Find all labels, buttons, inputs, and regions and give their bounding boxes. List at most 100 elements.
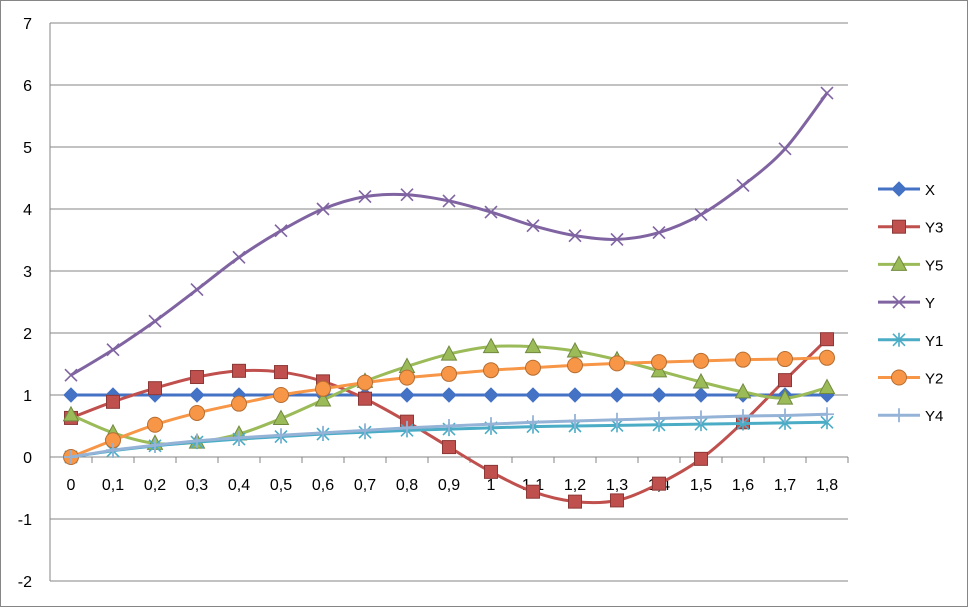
- series-group: [62, 86, 836, 509]
- data-point: [778, 142, 792, 156]
- data-point: [610, 412, 624, 427]
- series-y4: [64, 407, 834, 464]
- data-point: [778, 408, 792, 423]
- data-point: [442, 194, 456, 208]
- data-point: [777, 351, 793, 368]
- data-point: [106, 343, 120, 357]
- data-point: [483, 387, 499, 403]
- y-tick-labels: -2 -1 0 1 2 3 4 5 6 7: [18, 16, 32, 591]
- data-point: [736, 409, 750, 424]
- legend-label: Y3: [925, 220, 943, 237]
- data-point: [441, 387, 457, 403]
- data-point: [232, 250, 246, 264]
- legend-label: Y1: [925, 333, 943, 350]
- legend-marker: [892, 408, 906, 423]
- y-tick-label: -2: [18, 574, 32, 591]
- data-point: [484, 464, 498, 479]
- legend-marker: [892, 332, 906, 347]
- legend-item-y4: Y4: [878, 408, 943, 425]
- data-point: [776, 389, 794, 405]
- x-tick-label: 0,5: [270, 477, 292, 494]
- y-tick-label: 2: [23, 326, 32, 343]
- x-tick-label: 0,6: [312, 477, 334, 494]
- data-point: [734, 382, 752, 399]
- data-point: [190, 433, 204, 448]
- data-point: [609, 387, 625, 403]
- x-tick-label: 1,8: [816, 477, 838, 494]
- x-tick-label: 0,9: [438, 477, 460, 494]
- data-point: [189, 404, 205, 421]
- data-point: [610, 493, 624, 508]
- data-point: [106, 394, 120, 409]
- data-point: [482, 337, 500, 354]
- y-tick-label: 3: [23, 264, 32, 281]
- data-point: [358, 190, 372, 204]
- legend-marker: [891, 181, 907, 197]
- data-point: [62, 405, 80, 422]
- legend-item-x: X: [878, 181, 935, 199]
- legend-marker: [892, 219, 906, 234]
- data-point: [232, 430, 246, 445]
- data-point: [692, 372, 710, 389]
- data-point: [148, 381, 162, 396]
- data-point: [609, 355, 625, 372]
- data-point: [399, 369, 415, 386]
- data-point: [483, 362, 499, 379]
- data-point: [693, 387, 709, 403]
- x-tick-label: 1,6: [732, 477, 754, 494]
- x-tick-labels: 00,10,20,30,40,50,60,70,80,911,11,21,31,…: [67, 477, 839, 494]
- data-point: [316, 425, 330, 440]
- x-tick-label: 1,2: [564, 477, 586, 494]
- x-tick-label: 0,8: [396, 477, 418, 494]
- data-point: [652, 411, 666, 426]
- data-point: [567, 387, 583, 403]
- data-point: [818, 378, 836, 395]
- y-tick-label: 1: [23, 388, 32, 405]
- data-point: [778, 373, 792, 388]
- data-point: [274, 365, 288, 380]
- data-point: [484, 205, 498, 219]
- data-point: [274, 428, 288, 443]
- data-point: [694, 410, 708, 425]
- legend-label: Y4: [925, 408, 943, 425]
- legend-marker: [890, 255, 908, 271]
- data-point: [440, 345, 458, 361]
- legend-item-y2: Y2: [878, 369, 943, 388]
- data-point: [147, 416, 163, 433]
- data-point: [566, 341, 584, 358]
- data-point: [526, 219, 540, 233]
- data-point: [148, 438, 162, 453]
- data-point: [400, 188, 414, 202]
- series-y2: [63, 349, 835, 465]
- legend-item-y3: Y3: [878, 219, 943, 237]
- x-tick-label: 1,3: [606, 477, 628, 494]
- data-point: [735, 351, 751, 368]
- x-tick-label: 1,5: [690, 477, 712, 494]
- data-point: [526, 415, 540, 430]
- y-tick-label: 5: [23, 140, 32, 157]
- y-tick-label: 7: [23, 16, 32, 33]
- legend-marker: [891, 369, 907, 386]
- x-tick-label: 0,2: [144, 477, 166, 494]
- data-point: [526, 484, 540, 499]
- legend-item-y5: Y5: [878, 255, 943, 274]
- data-point: [64, 450, 78, 464]
- data-point: [148, 314, 162, 328]
- series-y: [64, 86, 834, 382]
- data-point: [652, 225, 666, 240]
- legend-label: Y2: [925, 371, 943, 388]
- data-point: [524, 337, 542, 354]
- data-point: [819, 349, 835, 366]
- data-point: [272, 409, 290, 426]
- y-tick-label: -1: [18, 512, 32, 529]
- y-tick-label: 4: [23, 202, 32, 219]
- data-point: [820, 332, 834, 347]
- data-point: [484, 417, 498, 432]
- data-point: [441, 365, 457, 382]
- data-point: [610, 232, 624, 246]
- data-point: [63, 387, 79, 403]
- data-point: [316, 202, 330, 216]
